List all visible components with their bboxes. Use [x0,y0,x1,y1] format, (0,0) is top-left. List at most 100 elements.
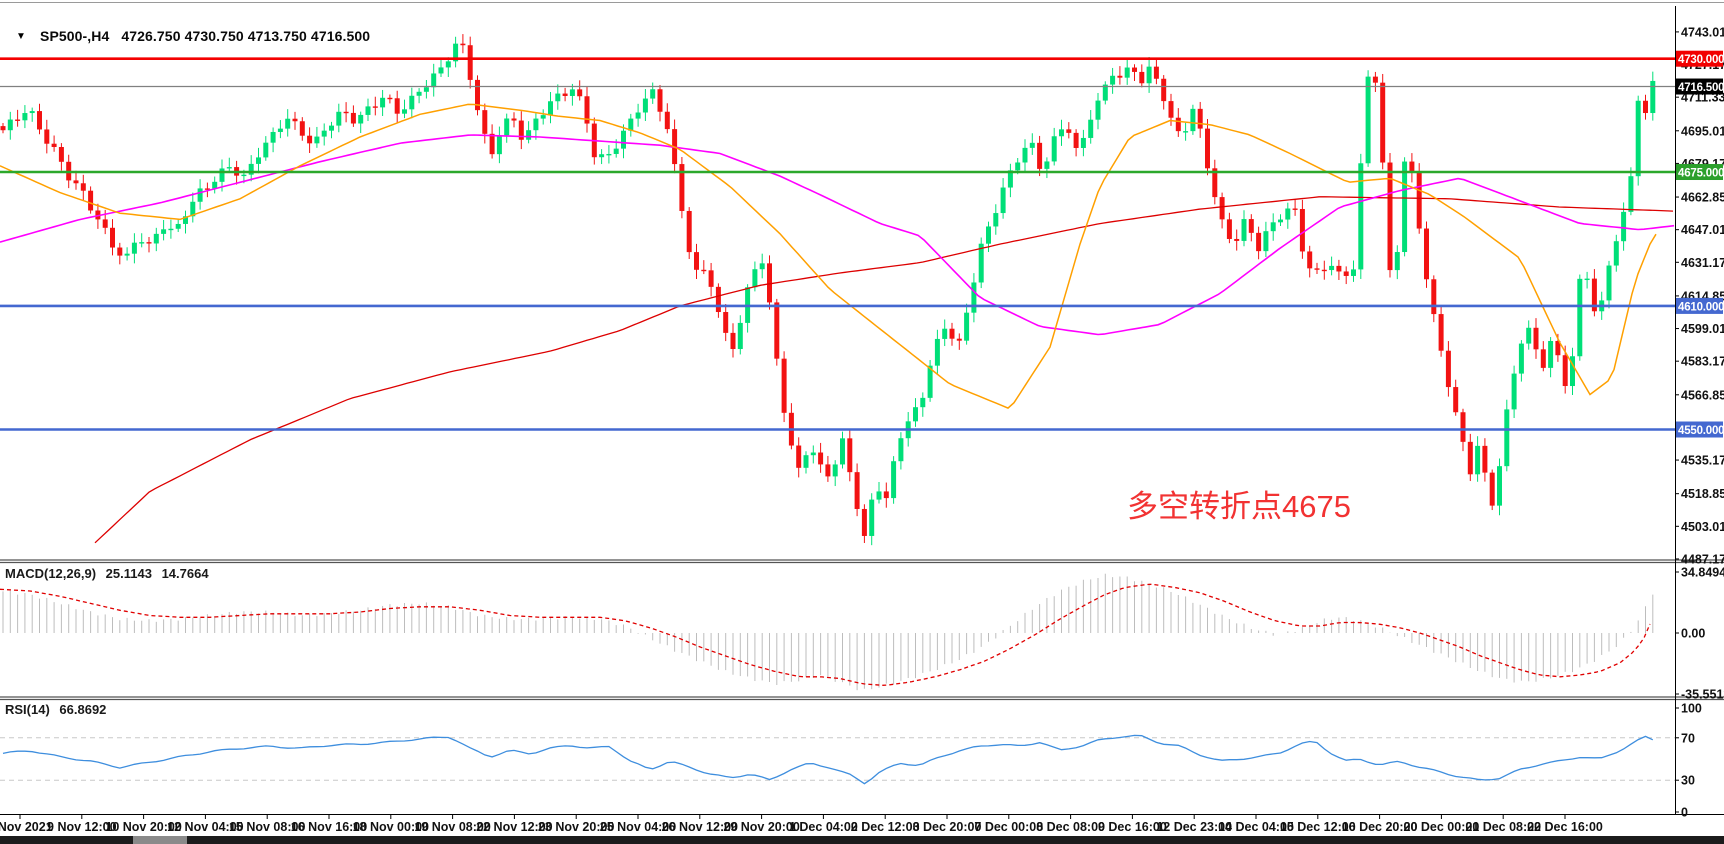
candle-body [1307,251,1313,269]
candle-body [1183,131,1189,133]
price-tick-label: 4583.170 [1681,355,1724,369]
candle-body [124,253,130,256]
candle-body [526,130,532,140]
candle-body [694,252,699,270]
candle-body [1299,208,1305,252]
candle-body [1270,222,1276,232]
candle-body [467,45,473,80]
candle-body [1489,472,1495,506]
candle-body [555,93,561,102]
candle-body [621,130,626,149]
price-tick-label: 4647.010 [1681,223,1724,237]
candle-body [1095,100,1101,120]
candle-body [1124,67,1130,78]
time-label: 25 Nov 04:00 [600,820,676,834]
candle-body [1175,117,1181,132]
macd-name: MACD(12,26,9) [5,566,97,581]
candle-body [533,118,539,131]
candle-body [854,472,860,509]
candle-body [80,183,86,191]
candle-body [1570,356,1575,387]
macd-indicator-label: MACD(12,26,9) 25.1143 14.7664 [5,566,215,581]
candle-body [642,98,648,113]
window-top-border [0,0,1724,6]
candle-body [204,188,210,190]
candle-body [898,438,904,462]
candle-body [358,114,364,124]
candle-body [876,491,882,500]
rsi-name: RSI(14) [5,702,50,717]
candle-body [840,438,845,465]
candle-body [423,87,429,92]
chart-text-annotation[interactable]: 多空转折点4675 [1127,489,1351,524]
candle-body [190,201,196,217]
candle-body [686,210,692,253]
candle-body [1606,265,1612,301]
candle-body [102,219,108,228]
time-label: 22 Nov 12:00 [476,820,552,834]
candle-body [613,148,619,154]
candle-body [0,126,6,131]
main-price-panel [0,34,1675,546]
candle-body [708,270,714,287]
time-label: 15 Nov 08:00 [229,820,305,834]
candle-body [511,118,517,121]
candle-body [307,135,313,144]
candle-body [226,167,232,169]
candle-body [1650,80,1656,114]
candle-body [577,89,583,97]
candle-body [540,115,546,119]
candle-body [416,91,422,96]
candle-body [117,247,123,256]
candle-body [1358,163,1364,270]
candle-body [1540,349,1546,368]
time-label: 23 Nov 20:00 [538,820,614,834]
candle-body [1387,162,1393,271]
candle-body [44,129,50,144]
time-label: 2 Dec 12:00 [851,820,920,834]
ma-fast-orange-line [0,103,1657,409]
candle-body [949,328,955,339]
candle-body [73,180,79,184]
candle-body [1168,101,1174,118]
candle-body [329,125,334,131]
candle-body [920,397,926,408]
candle-body [453,43,459,62]
candle-body [1380,82,1386,163]
candle-body [934,338,940,366]
candle-body [482,110,488,134]
candle-body [1226,219,1232,239]
candle-body [1511,373,1517,410]
time-label: 3 Dec 20:00 [913,820,982,834]
candle-body [15,119,21,121]
time-label: 29 Nov 20:00 [723,820,799,834]
rsi-value: 66.8692 [59,702,107,717]
candle-body [1102,84,1108,101]
candle-body [7,119,13,131]
time-label: 26 Nov 12:00 [662,820,738,834]
candle-body [1285,208,1291,220]
time-label: 7 Dec 00:00 [974,820,1043,834]
macd-panel [0,573,1654,691]
candle-body [657,89,663,112]
candle-body [1445,350,1451,388]
candle-body [1329,265,1335,271]
candle-body [22,113,28,121]
candle-body [942,328,948,339]
rsi-axis-label: 100 [1681,702,1702,716]
candle-body [715,286,721,313]
rsi-line [2,734,1654,785]
candle-body [1248,219,1254,233]
candle-body [285,118,291,129]
candle-body [730,332,736,350]
candle-body [58,147,64,162]
candle-body [1402,161,1408,253]
time-label: 18 Nov 00:00 [353,820,429,834]
candle-body [927,365,933,398]
candle-body [1467,441,1473,475]
candle-body [1548,340,1554,368]
candle-body [1533,327,1539,350]
time-label: 14 Dec 04:00 [1218,820,1294,834]
